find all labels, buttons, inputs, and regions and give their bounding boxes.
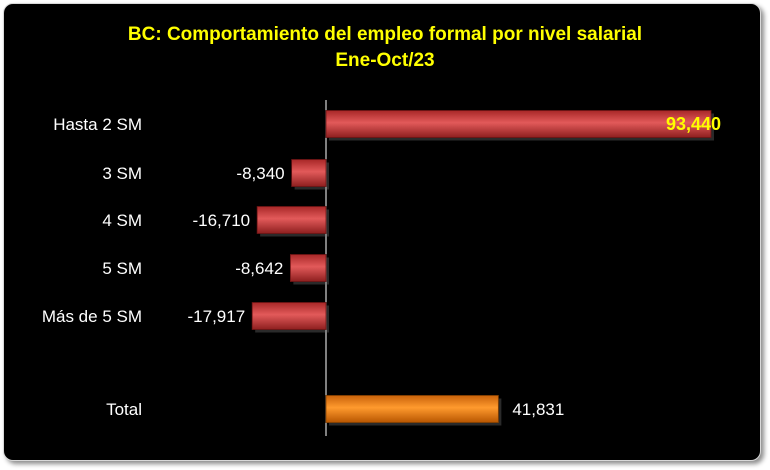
category-label: 4 SM xyxy=(102,211,142,230)
bar-3-sm xyxy=(291,159,327,187)
bar-total xyxy=(325,395,499,423)
bar-5-sm xyxy=(289,254,327,282)
bar-hasta-2-sm xyxy=(325,110,712,138)
category-label: Total xyxy=(106,400,142,419)
chart-frame xyxy=(3,3,761,461)
category-label: Más de 5 SM xyxy=(42,307,142,326)
chart-title: BC: Comportamiento del empleo formal por… xyxy=(127,24,643,45)
chart-subtitle: Ene-Oct/23 xyxy=(335,50,435,71)
bar-m-s-de-5-sm xyxy=(251,302,327,330)
value-label: -17,917 xyxy=(188,307,246,326)
bar-4-sm xyxy=(256,206,327,234)
category-label: 3 SM xyxy=(102,164,142,183)
value-label: -8,340 xyxy=(236,164,284,183)
value-label: 41,831 xyxy=(512,400,564,419)
value-label: 93,440 xyxy=(666,114,721,134)
value-label: -16,710 xyxy=(192,211,250,230)
category-label: 5 SM xyxy=(102,259,142,278)
value-label: -8,642 xyxy=(235,259,283,278)
category-label: Hasta 2 SM xyxy=(53,115,142,134)
